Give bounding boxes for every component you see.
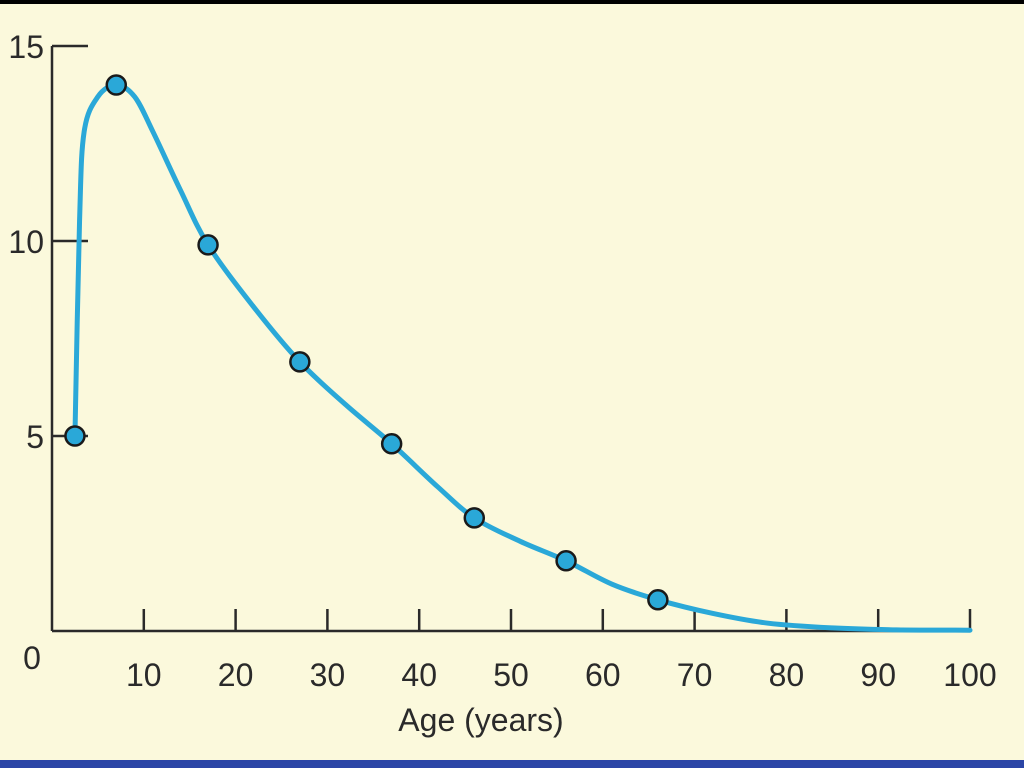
data-point-5 — [380, 433, 403, 455]
x-tick-label-70: 70 — [677, 657, 713, 693]
data-point-6 — [463, 507, 486, 529]
series-curve — [72, 82, 973, 633]
data-point-2 — [105, 74, 128, 96]
x-tick-label-100: 100 — [943, 657, 996, 693]
x-tick-label-50: 50 — [493, 657, 529, 693]
data-markers — [64, 74, 669, 611]
x-tick-label-20: 20 — [218, 657, 254, 693]
y-tick-label-5: 5 — [26, 419, 44, 455]
x-tick-label-90: 90 — [860, 657, 896, 693]
data-point-4 — [289, 351, 311, 373]
data-point-7 — [555, 550, 577, 572]
ticks — [52, 44, 972, 631]
x-tick-label-60: 60 — [585, 657, 621, 693]
y-tick-label-15: 15 — [8, 29, 44, 65]
origin-label: 0 — [23, 640, 41, 676]
data-point-3 — [197, 234, 219, 256]
x-tick-label-10: 10 — [126, 657, 162, 693]
x-axis-title: Age (years) — [398, 702, 563, 738]
x-tick-label-30: 30 — [310, 657, 346, 693]
data-point-8 — [647, 589, 669, 611]
axes — [50, 46, 970, 633]
data-point-1 — [64, 425, 86, 447]
x-tick-label-40: 40 — [401, 657, 437, 693]
tick-labels: 10 20 30 40 50 60 70 80 90 100 5 10 15 0 — [8, 29, 996, 693]
y-tick-label-10: 10 — [8, 224, 44, 260]
chart-paper — [0, 4, 1024, 760]
x-tick-label-80: 80 — [769, 657, 805, 693]
bottom-border — [0, 760, 1024, 768]
